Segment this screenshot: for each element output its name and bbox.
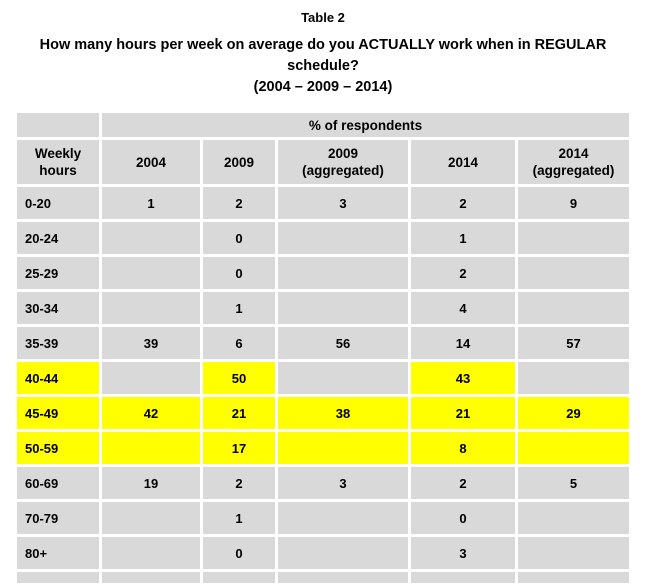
table-row: 80+ 0 3	[17, 537, 629, 569]
row-label: 30-34	[17, 292, 99, 324]
table-row: 70-79 1 0	[17, 502, 629, 534]
value-cell: 0	[203, 257, 275, 289]
row-label: 50-59	[17, 432, 99, 464]
table-question: How many hours per week on average do yo…	[39, 37, 607, 74]
value-cell: 0	[411, 502, 515, 534]
value-cell: 2	[411, 467, 515, 499]
value-cell	[518, 432, 629, 464]
column-header-2004: 2004	[102, 140, 200, 184]
table-row: 60-69 19 2 3 2 5	[17, 467, 629, 499]
value-cell	[203, 572, 275, 583]
value-cell	[278, 572, 408, 583]
column-header-row: Weekly hours 2004 2009 2009 (aggregated) 201…	[17, 140, 629, 184]
value-cell	[102, 257, 200, 289]
spacer-row	[17, 572, 629, 583]
table-row: 40-44 50 43	[17, 362, 629, 394]
value-cell: 39	[102, 327, 200, 359]
table-row: 35-39 39 6 56 14 57	[17, 327, 629, 359]
value-cell: 3	[411, 537, 515, 569]
table-row: 20-24 0 1	[17, 222, 629, 254]
row-label: 25-29	[17, 257, 99, 289]
respondents-header: % of respondents	[102, 113, 629, 137]
row-label: 80+	[17, 537, 99, 569]
value-cell: 17	[203, 432, 275, 464]
column-header-2009: 2009	[203, 140, 275, 184]
column-header-2014-aggregated: 2014 (aggregated)	[518, 140, 629, 184]
row-label: 40-44	[17, 362, 99, 394]
column-header-weekly-hours: Weekly hours	[17, 140, 99, 184]
column-header-2009-aggregated: 2009 (aggregated)	[278, 140, 408, 184]
value-cell: 4	[411, 292, 515, 324]
row-label: 35-39	[17, 327, 99, 359]
value-cell: 42	[102, 397, 200, 429]
value-cell	[518, 222, 629, 254]
value-cell	[518, 537, 629, 569]
row-label: 45-49	[17, 397, 99, 429]
value-cell: 2	[203, 187, 275, 219]
value-cell: 0	[203, 537, 275, 569]
value-cell: 1	[411, 222, 515, 254]
value-cell: 14	[411, 327, 515, 359]
value-cell	[518, 502, 629, 534]
value-cell	[102, 292, 200, 324]
value-cell: 3	[278, 187, 408, 219]
value-cell: 1	[102, 187, 200, 219]
value-cell	[102, 537, 200, 569]
value-cell: 19	[102, 467, 200, 499]
value-cell: 0	[203, 222, 275, 254]
value-cell: 6	[203, 327, 275, 359]
row-label: 20-24	[17, 222, 99, 254]
value-cell: 29	[518, 397, 629, 429]
value-cell	[518, 572, 629, 583]
row-label	[17, 572, 99, 583]
value-cell	[518, 362, 629, 394]
value-cell: 2	[203, 467, 275, 499]
value-cell: 8	[411, 432, 515, 464]
respondents-header-row: % of respondents	[17, 113, 629, 137]
value-cell: 56	[278, 327, 408, 359]
row-label: 70-79	[17, 502, 99, 534]
value-cell: 38	[278, 397, 408, 429]
row-label: 0-20	[17, 187, 99, 219]
table-row: 50-59 17 8	[17, 432, 629, 464]
value-cell: 5	[518, 467, 629, 499]
value-cell	[518, 292, 629, 324]
table-row: 30-34 1 4	[17, 292, 629, 324]
value-cell	[411, 572, 515, 583]
table-question-years: (2004 – 2009 – 2014)	[253, 79, 393, 95]
value-cell: 1	[203, 292, 275, 324]
value-cell	[278, 222, 408, 254]
value-cell: 21	[203, 397, 275, 429]
column-header-2014: 2014	[411, 140, 515, 184]
value-cell	[102, 502, 200, 534]
value-cell	[102, 572, 200, 583]
value-cell: 1	[203, 502, 275, 534]
value-cell	[278, 537, 408, 569]
value-cell	[102, 222, 200, 254]
table-row: 45-49 42 21 38 21 29	[17, 397, 629, 429]
value-cell: 2	[411, 257, 515, 289]
value-cell	[278, 502, 408, 534]
value-cell	[278, 362, 408, 394]
corner-cell	[17, 113, 99, 137]
value-cell	[518, 257, 629, 289]
table-title: Table 2	[301, 10, 345, 25]
row-label: 60-69	[17, 467, 99, 499]
table-row: 0-20 1 2 3 2 9	[17, 187, 629, 219]
value-cell: 2	[411, 187, 515, 219]
value-cell	[278, 257, 408, 289]
table-row: 25-29 0 2	[17, 257, 629, 289]
value-cell	[278, 292, 408, 324]
value-cell: 21	[411, 397, 515, 429]
value-cell	[278, 432, 408, 464]
value-cell	[102, 432, 200, 464]
value-cell: 43	[411, 362, 515, 394]
value-cell	[102, 362, 200, 394]
weekly-hours-table: % of respondents Weekly hours 2004 2009 200…	[14, 110, 632, 586]
value-cell: 3	[278, 467, 408, 499]
value-cell: 9	[518, 187, 629, 219]
value-cell: 50	[203, 362, 275, 394]
value-cell: 57	[518, 327, 629, 359]
